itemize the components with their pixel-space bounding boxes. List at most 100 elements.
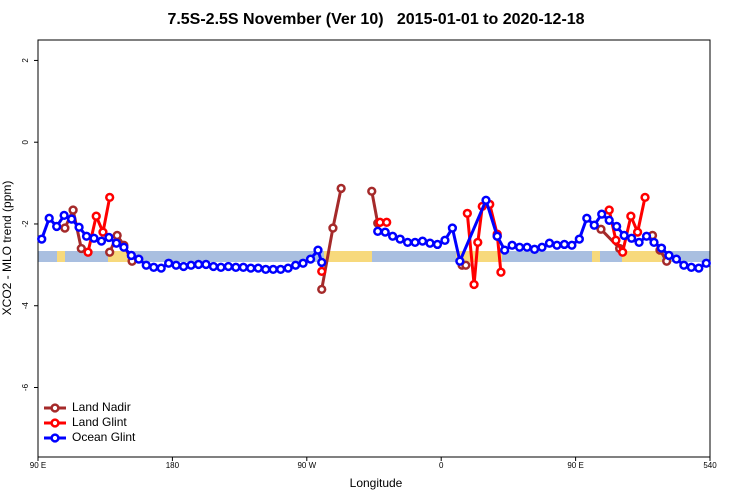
point — [126, 250, 136, 261]
point — [388, 231, 398, 241]
point — [596, 224, 606, 234]
land-band — [622, 251, 662, 262]
x-tick-label: 90 W — [297, 461, 316, 470]
point — [268, 264, 278, 275]
point — [612, 221, 622, 232]
point — [671, 254, 682, 264]
point — [59, 210, 69, 221]
point — [701, 258, 711, 268]
point — [634, 237, 644, 248]
point — [679, 260, 689, 270]
land-band — [456, 251, 502, 262]
point — [328, 223, 338, 233]
point — [52, 221, 62, 232]
point — [380, 227, 390, 237]
point — [507, 240, 517, 250]
point — [664, 250, 674, 261]
point — [641, 231, 652, 241]
point — [193, 259, 204, 270]
point — [261, 264, 271, 275]
point — [111, 238, 122, 248]
point — [290, 260, 301, 270]
y-tick-label: -2 — [21, 220, 30, 228]
point — [589, 220, 599, 230]
point — [656, 243, 667, 253]
point — [216, 262, 226, 272]
ocean-band — [38, 251, 710, 262]
legend-marker — [50, 418, 60, 428]
land-band — [57, 251, 65, 262]
point — [447, 223, 458, 233]
point — [298, 258, 308, 268]
point — [496, 267, 506, 277]
point — [104, 232, 114, 243]
point — [500, 245, 510, 255]
point — [141, 260, 151, 270]
x-tick-label: 180 — [166, 461, 180, 470]
point — [559, 239, 570, 250]
series — [37, 195, 711, 275]
point — [119, 242, 129, 252]
point — [105, 192, 115, 203]
point — [60, 223, 70, 233]
point — [208, 261, 219, 272]
y-axis-label: XCO2 - MLO trend (ppm) — [0, 181, 14, 316]
point — [223, 261, 234, 272]
point — [81, 231, 92, 241]
point — [544, 238, 555, 248]
point — [694, 263, 704, 273]
legend-label: Land Nadir — [72, 400, 131, 414]
point — [276, 264, 286, 275]
point — [96, 236, 107, 246]
x-tick-label: 0 — [439, 461, 444, 470]
point — [317, 266, 327, 277]
point — [649, 237, 659, 248]
point — [105, 247, 115, 257]
point — [395, 234, 405, 244]
y-tick-label: -6 — [21, 383, 30, 391]
point — [367, 186, 377, 196]
point — [89, 233, 99, 243]
y-tick-label: 2 — [21, 58, 30, 63]
point — [231, 262, 241, 272]
point — [44, 213, 54, 223]
point — [626, 211, 636, 221]
plot-frame — [37, 39, 711, 458]
point — [164, 258, 174, 268]
point — [317, 257, 327, 268]
x-tick-label: 90 E — [30, 461, 46, 470]
point — [186, 260, 196, 270]
point — [68, 205, 78, 215]
legend-marker — [50, 403, 60, 413]
x-axis-label: Longitude — [350, 476, 403, 490]
point — [373, 226, 383, 236]
legend-label: Ocean Glint — [72, 430, 136, 444]
point — [461, 260, 471, 270]
point — [455, 256, 465, 266]
land-band — [592, 251, 600, 262]
point — [317, 284, 327, 295]
point — [686, 262, 696, 272]
point — [492, 231, 502, 241]
point — [410, 237, 420, 248]
point — [619, 230, 629, 241]
point — [537, 242, 547, 252]
point — [462, 208, 472, 218]
point — [305, 254, 316, 264]
point — [604, 205, 614, 215]
point — [552, 240, 562, 250]
point — [37, 234, 47, 244]
point — [611, 235, 621, 245]
point — [382, 217, 392, 227]
point — [425, 238, 435, 248]
point — [66, 214, 77, 224]
point — [112, 230, 122, 241]
y-tick-label: 0 — [21, 139, 30, 144]
point — [574, 234, 584, 244]
point — [98, 227, 108, 237]
point — [253, 263, 263, 273]
land-band — [108, 251, 130, 262]
point — [617, 247, 628, 257]
